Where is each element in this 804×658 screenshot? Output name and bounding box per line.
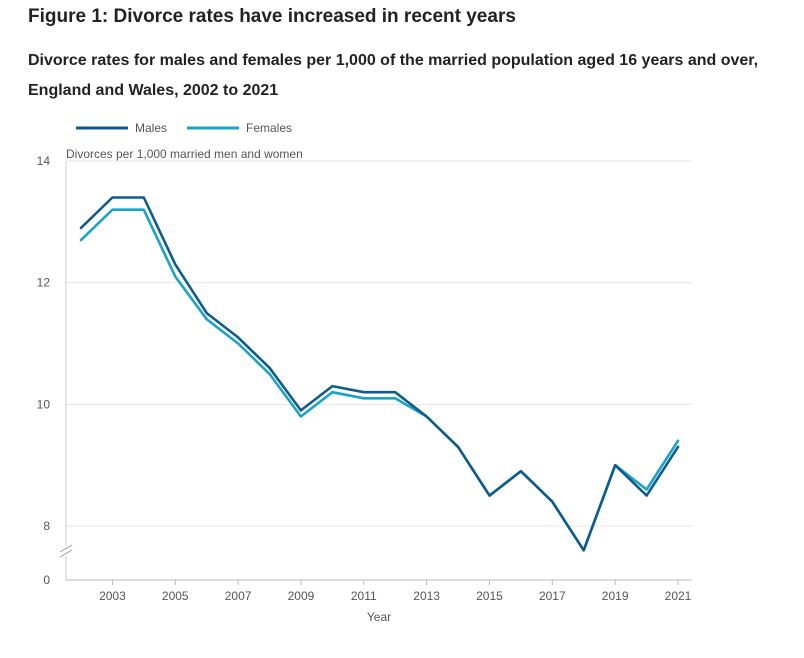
- legend-label-males: Males: [135, 121, 167, 135]
- y-tick-labels: 14 12 10 8 0: [37, 154, 51, 587]
- x-tick-label: 2007: [225, 589, 252, 603]
- legend: Males Females: [76, 121, 292, 135]
- x-tick-label: 2005: [162, 589, 189, 603]
- grid-lines: [66, 160, 692, 527]
- x-tick-label: 2017: [539, 589, 566, 603]
- x-tick-label: 2015: [476, 589, 503, 603]
- x-tick-label: 2003: [99, 589, 126, 603]
- series-line-females: [79, 208, 680, 552]
- axis-break-icon: [58, 544, 74, 558]
- y-tick-label: 8: [43, 519, 50, 533]
- legend-label-females: Females: [246, 121, 292, 135]
- axes: [58, 161, 692, 581]
- series-line-males: [79, 196, 680, 552]
- x-tick-label: 2011: [351, 589, 377, 603]
- x-tick-label: 2021: [665, 589, 692, 603]
- figure-title: Figure 1: Divorce rates have increased i…: [28, 6, 516, 27]
- x-tick-labels: 2003 2005 2007 2009 2011 2013 2015 2017 2019 2021: [99, 580, 692, 603]
- x-axis-label: Year: [367, 610, 391, 624]
- x-tick-label: 2019: [602, 589, 629, 603]
- x-tick-label: 2013: [413, 589, 440, 603]
- series-lines: [79, 196, 680, 552]
- y-axis-label: Divorces per 1,000 married men and women: [66, 147, 303, 161]
- y-tick-label: 12: [37, 276, 51, 290]
- y-tick-label: 0: [43, 573, 50, 587]
- y-tick-label: 10: [37, 397, 51, 411]
- y-tick-label: 14: [37, 154, 51, 168]
- x-tick-label: 2009: [288, 589, 315, 603]
- chart-title: Divorce rates for males and females per …: [28, 52, 759, 99]
